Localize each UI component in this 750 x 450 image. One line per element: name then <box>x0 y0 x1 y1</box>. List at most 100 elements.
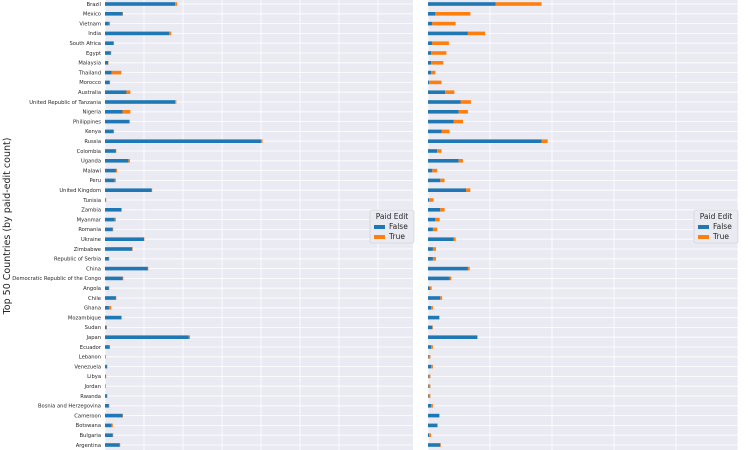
bar-false-left <box>105 100 176 104</box>
bar-true-right <box>439 315 440 320</box>
bar-false-right <box>428 129 442 134</box>
bar-false-right <box>428 41 433 45</box>
bar-true-left <box>122 110 131 114</box>
bar-false-right <box>428 139 542 143</box>
bar-true-right <box>467 266 470 271</box>
bar-false-left <box>105 110 123 114</box>
category-label: Egypt <box>86 51 101 57</box>
bar-true-right <box>445 90 455 94</box>
bar-false-right <box>428 80 430 85</box>
legend-label-false: False <box>389 222 408 231</box>
category-label: Kenya <box>85 129 101 135</box>
bar-false-right <box>428 21 433 26</box>
bar-true-left <box>114 178 116 183</box>
bar-false-right <box>428 413 440 418</box>
bar-false-left <box>105 80 110 85</box>
left-panel <box>104 0 413 450</box>
bar-false-right <box>428 423 438 428</box>
bar-true-right <box>432 247 436 251</box>
category-label: Brazil <box>87 2 101 8</box>
legend-label-true: True <box>712 232 729 241</box>
bar-false-left <box>105 119 130 124</box>
bar-true-right <box>435 12 471 16</box>
bar-true-right <box>429 286 432 290</box>
bar-true-right <box>466 188 471 192</box>
y-axis-label: Top 50 Countries (by paid-edit count) <box>2 138 13 316</box>
bar-true-right <box>431 306 433 310</box>
category-label: United Kingdom <box>59 188 101 194</box>
bar-false-right <box>428 12 436 16</box>
bar-false-left <box>105 276 123 281</box>
bar-false-right <box>428 266 468 271</box>
bar-false-left <box>105 21 109 26</box>
bar-true-right <box>428 394 431 398</box>
legend-swatch-true <box>698 235 709 239</box>
category-label: Jordan <box>83 384 101 390</box>
bar-false-left <box>105 364 107 369</box>
bar-false-right <box>428 198 430 202</box>
bar-true-right <box>431 345 433 349</box>
bar-false-left <box>105 51 111 55</box>
category-label: South Africa <box>69 41 101 47</box>
bar-false-left <box>105 129 114 134</box>
bar-true-left <box>175 2 178 6</box>
bar-true-right <box>428 374 431 379</box>
bar-true-left <box>126 90 131 94</box>
bar-false-left <box>105 70 112 75</box>
bar-true-right <box>431 364 433 369</box>
bar-true-right <box>440 178 445 183</box>
bar-false-left <box>105 374 106 379</box>
category-label: Uganda <box>81 159 101 165</box>
legend-title: Paid Edit <box>376 212 409 221</box>
bar-false-right <box>428 325 433 330</box>
category-label: Republic of Serbia <box>54 257 101 263</box>
bar-false-right <box>428 90 446 94</box>
category-label: Cameroon <box>74 413 101 419</box>
bar-false-right <box>428 178 441 183</box>
bar-false-right <box>428 247 433 251</box>
bar-true-right <box>432 21 456 26</box>
category-label: India <box>88 31 101 37</box>
bar-true-right <box>429 80 442 85</box>
category-label: Australia <box>78 90 101 96</box>
bar-true-right <box>431 70 436 75</box>
bar-true-left <box>108 21 111 26</box>
bar-true-left <box>115 168 118 173</box>
bar-false-right <box>428 2 496 6</box>
bar-false-right <box>428 306 432 310</box>
bar-false-right <box>428 433 430 437</box>
right-panel <box>427 0 739 450</box>
bar-false-left <box>105 443 120 447</box>
bar-false-left <box>105 227 113 232</box>
legend-frame <box>693 209 739 244</box>
category-label: Argentina <box>76 443 101 449</box>
bar-false-left <box>105 296 116 300</box>
bar-true-right <box>432 325 433 330</box>
bar-false-left <box>105 306 109 310</box>
bar-true-right <box>429 198 434 202</box>
bar-true-right <box>441 129 450 134</box>
category-label: Myanmar <box>77 217 102 223</box>
bar-false-right <box>428 237 454 241</box>
bar-false-right <box>428 217 436 222</box>
category-label: Thailand <box>78 70 101 76</box>
bar-true-left <box>111 70 122 75</box>
bar-false-left <box>105 61 109 65</box>
bar-true-right <box>440 296 443 300</box>
bar-false-left <box>105 188 152 192</box>
bar-false-left <box>105 286 109 290</box>
category-label: Zimbabwe <box>74 247 101 253</box>
legend-swatch-true <box>374 235 385 239</box>
bar-true-left <box>108 306 112 310</box>
plot-area-1 <box>428 0 738 450</box>
bar-true-left <box>260 139 263 143</box>
category-label: Chile <box>88 296 101 302</box>
bar-false-left <box>105 433 113 437</box>
bar-true-right <box>449 276 452 281</box>
bar-false-left <box>105 315 122 320</box>
bar-true-right <box>431 51 447 55</box>
category-label: Democratic Republic of the Congo <box>12 276 101 282</box>
category-label: Ghana <box>84 306 101 312</box>
bar-true-right <box>432 227 438 232</box>
bar-false-right <box>428 168 433 173</box>
